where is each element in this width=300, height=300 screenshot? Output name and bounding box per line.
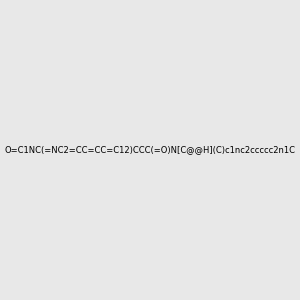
Text: O=C1NC(=NC2=CC=CC=C12)CCC(=O)N[C@@H](C)c1nc2ccccc2n1C: O=C1NC(=NC2=CC=CC=C12)CCC(=O)N[C@@H](C)c… <box>4 146 296 154</box>
